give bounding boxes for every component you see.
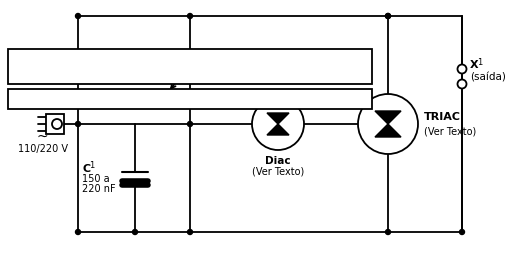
Text: C: C bbox=[82, 163, 90, 173]
Polygon shape bbox=[267, 124, 289, 135]
Text: (saída): (saída) bbox=[470, 73, 506, 83]
Circle shape bbox=[385, 230, 391, 235]
Bar bbox=[8, 50, 372, 85]
Circle shape bbox=[75, 230, 81, 235]
Circle shape bbox=[458, 80, 466, 89]
Bar bbox=[8, 90, 372, 109]
Text: P: P bbox=[204, 56, 212, 66]
Circle shape bbox=[385, 14, 391, 19]
Bar bbox=[46, 115, 64, 134]
Circle shape bbox=[188, 14, 192, 19]
Circle shape bbox=[385, 14, 391, 19]
Text: 220 nF: 220 nF bbox=[82, 183, 115, 193]
Text: 1: 1 bbox=[212, 53, 217, 62]
Circle shape bbox=[75, 14, 81, 19]
Text: X: X bbox=[470, 60, 478, 70]
Text: TRIAC: TRIAC bbox=[424, 112, 461, 121]
Circle shape bbox=[458, 65, 466, 74]
Text: 100/220 kΩ: 100/220 kΩ bbox=[204, 67, 261, 77]
Text: 150 a: 150 a bbox=[82, 173, 110, 183]
Circle shape bbox=[252, 99, 304, 150]
Circle shape bbox=[52, 120, 62, 130]
Text: (Ver Texto): (Ver Texto) bbox=[252, 165, 304, 175]
Text: 1: 1 bbox=[477, 57, 482, 66]
Text: Diac: Diac bbox=[265, 155, 291, 165]
Text: (Ver Texto): (Ver Texto) bbox=[424, 125, 476, 135]
Polygon shape bbox=[375, 124, 401, 137]
Polygon shape bbox=[267, 114, 289, 124]
Text: 10 kΩ: 10 kΩ bbox=[204, 100, 232, 109]
Circle shape bbox=[133, 230, 137, 235]
Text: ~: ~ bbox=[36, 130, 48, 144]
Text: R1: R1 bbox=[204, 90, 220, 100]
Circle shape bbox=[75, 122, 81, 127]
Polygon shape bbox=[375, 112, 401, 124]
Circle shape bbox=[188, 122, 192, 127]
Circle shape bbox=[358, 95, 418, 154]
Circle shape bbox=[188, 230, 192, 235]
Text: 110/220 V: 110/220 V bbox=[18, 144, 68, 153]
Circle shape bbox=[460, 230, 464, 235]
Text: 1: 1 bbox=[89, 160, 94, 169]
